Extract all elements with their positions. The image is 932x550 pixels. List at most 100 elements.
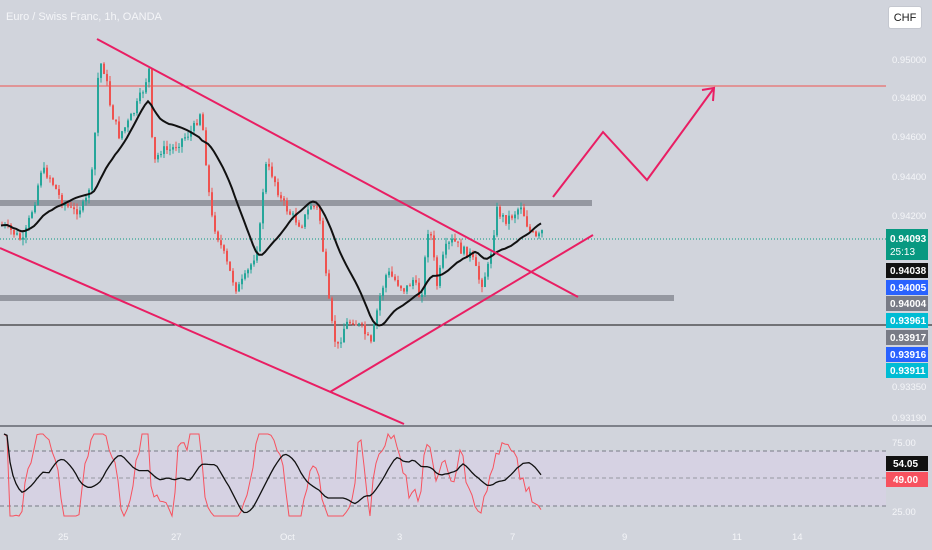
time-tick: 25 [58, 532, 69, 543]
candle [121, 131, 123, 139]
candle [217, 231, 219, 241]
candle [511, 215, 513, 219]
candle [424, 257, 426, 295]
candle [226, 250, 228, 262]
symbol-title: Euro / Swiss Franc, 1h, OANDA [6, 11, 162, 23]
rsi-ma-value-label: 49.00 [893, 475, 918, 486]
candle [280, 195, 282, 199]
candle [481, 279, 483, 287]
channel-lower-trendline[interactable] [0, 247, 405, 425]
candle [208, 165, 210, 193]
candle [79, 210, 81, 215]
candle [520, 207, 522, 210]
candle [40, 172, 42, 186]
rsi-tick: 75.00 [892, 438, 916, 449]
candle [466, 246, 468, 258]
candle [244, 273, 246, 279]
candle [415, 279, 417, 283]
price-label: 0.93917 [890, 333, 927, 344]
candle [367, 334, 369, 336]
price-label-bg [886, 280, 928, 295]
time-tick: Oct [280, 532, 295, 543]
candle [328, 273, 330, 299]
candle [259, 223, 261, 252]
candle [526, 216, 528, 227]
candle [307, 209, 309, 215]
candle [436, 257, 438, 286]
candle [112, 105, 114, 120]
price-tick: 0.94600 [892, 132, 926, 143]
candle [478, 265, 480, 280]
candle [421, 294, 423, 298]
candle [382, 287, 384, 297]
rsi-ma-value-label-bg [886, 472, 928, 487]
ascending-trendline[interactable] [329, 234, 594, 393]
candle [388, 271, 390, 276]
support-zone[interactable] [0, 295, 674, 301]
candle [22, 237, 24, 240]
currency-button[interactable]: CHF [888, 6, 922, 29]
candle [25, 227, 27, 238]
candle [391, 271, 393, 277]
candle [115, 119, 117, 122]
candle [181, 138, 183, 147]
candle [61, 194, 63, 206]
time-tick: 3 [397, 532, 402, 543]
rsi-value-label: 54.05 [893, 459, 918, 470]
candle [475, 257, 477, 266]
candle [241, 278, 243, 285]
candle [178, 146, 180, 148]
candle [190, 131, 192, 137]
candle [73, 207, 75, 210]
candle [31, 212, 33, 218]
price-label-bg [886, 363, 928, 378]
candle [460, 242, 462, 254]
candle [205, 130, 207, 166]
candle [535, 231, 537, 237]
candle [268, 164, 270, 167]
channel-upper-trendline[interactable] [96, 38, 579, 298]
candle [145, 82, 147, 93]
candle [538, 233, 540, 237]
candle [220, 240, 222, 246]
candle [163, 146, 165, 155]
time-tick: 27 [171, 532, 182, 543]
candle [271, 166, 273, 177]
moving-average-line [0, 99, 542, 327]
candle [301, 226, 303, 228]
candle [136, 101, 138, 114]
candle [439, 267, 441, 286]
candle [250, 264, 252, 270]
candle [457, 241, 459, 243]
candle [376, 310, 378, 325]
candle [451, 238, 453, 243]
candle [118, 121, 120, 139]
ma-price-label: 0.94038 [890, 266, 927, 277]
candle [397, 279, 399, 286]
candle [130, 113, 132, 121]
candle [175, 147, 177, 149]
candle [493, 235, 495, 254]
candle [229, 261, 231, 271]
price-labels: 0.94093 25:13 0.94038 0.94005 0.94004 0.… [886, 229, 928, 378]
candle [139, 92, 141, 102]
candle [292, 213, 294, 215]
candle [496, 206, 498, 236]
candle [55, 184, 57, 190]
resistance-zone[interactable] [0, 200, 592, 206]
projected-path-arrow[interactable] [552, 87, 715, 198]
candle [427, 234, 429, 258]
candle [400, 285, 402, 289]
candle [532, 230, 534, 232]
candle [352, 323, 354, 325]
current-price-label-bg [886, 229, 928, 260]
time-tick: 7 [510, 532, 515, 543]
candle [166, 146, 168, 150]
candle [430, 234, 432, 236]
candle [196, 123, 198, 125]
candle [184, 137, 186, 139]
candle [76, 209, 78, 215]
candle [34, 204, 36, 213]
candle [529, 226, 531, 231]
